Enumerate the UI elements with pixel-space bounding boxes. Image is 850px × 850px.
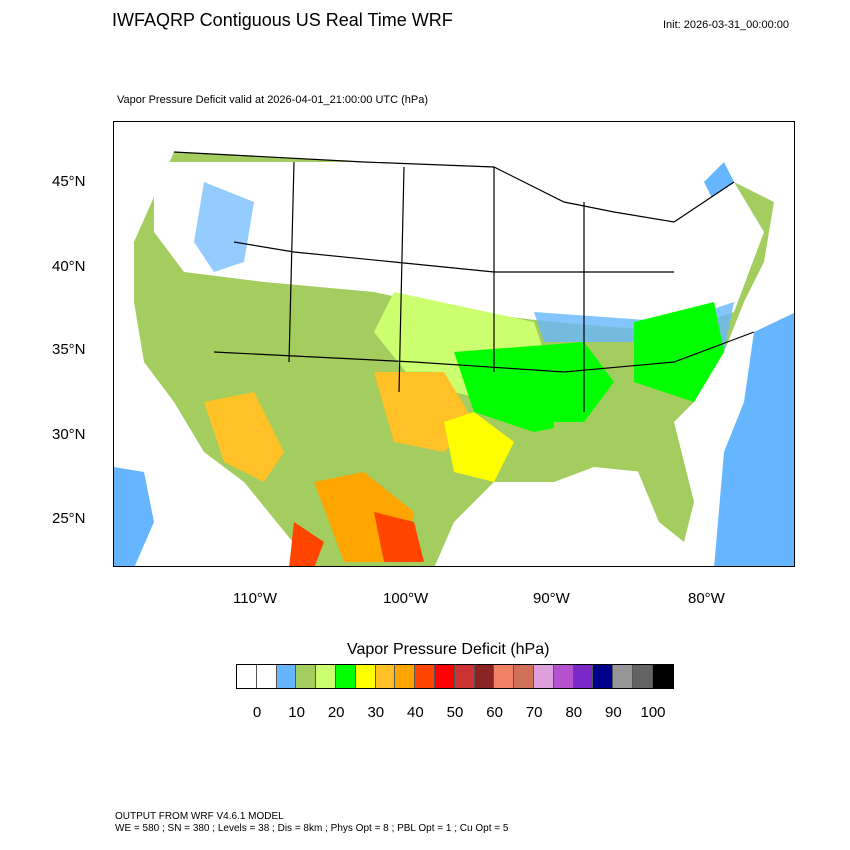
lon-label: 100°W <box>383 590 429 607</box>
colorbar-swatch <box>434 665 455 688</box>
colorbar-tick-label: 60 <box>486 704 503 721</box>
colorbar-swatch <box>296 665 317 688</box>
colorbar-tick-label: 50 <box>446 704 464 721</box>
colorbar-swatch <box>593 665 614 688</box>
lon-label: 80°W <box>688 590 725 607</box>
colorbar-swatch <box>335 665 356 688</box>
colorbar-swatch <box>355 665 376 688</box>
lon-label: 90°W <box>533 590 570 607</box>
colorbar-swatch <box>613 665 633 688</box>
lat-label: 30°N <box>52 426 86 443</box>
footer-model: OUTPUT FROM WRF V4.6.1 MODEL <box>115 811 284 822</box>
colorbar-title: Vapor Pressure Deficit (hPa) <box>347 641 550 658</box>
colorbar-swatch <box>573 665 594 688</box>
colorbar-swatch <box>256 665 277 688</box>
colorbar-swatch <box>395 665 416 688</box>
init-time: Init: 2026-03-31_00:00:00 <box>663 19 789 31</box>
colorbar-swatch <box>533 665 554 688</box>
footer-config: WE = 580 ; SN = 380 ; Levels = 38 ; Dis … <box>115 823 509 834</box>
colorbar-swatch <box>237 665 257 688</box>
colorbar-swatch <box>454 665 475 688</box>
atlantic-ocean <box>714 312 794 566</box>
colorbar-tick-label: 80 <box>565 704 583 721</box>
colorbar-tick-label: 40 <box>407 704 424 721</box>
plot-subtitle: Vapor Pressure Deficit valid at 2026-04-… <box>117 94 429 106</box>
state-borders <box>173 151 755 412</box>
colorbar-tick-label: 20 <box>327 704 345 721</box>
colorbar-tick-label: 0 <box>252 704 262 721</box>
colorbar-swatch <box>415 665 435 688</box>
land-fill <box>134 152 774 566</box>
lat-label: 45°N <box>52 173 86 190</box>
lat-label: 40°N <box>52 258 86 275</box>
page-title: IWFAQRP Contiguous US Real Time WRF <box>112 10 453 30</box>
colorbar-tick-label: 10 <box>288 704 305 721</box>
colorbar-swatch <box>316 665 336 688</box>
colorbar-swatch <box>632 665 653 688</box>
ocean-areas <box>114 162 794 566</box>
colorbar-swatch <box>375 665 396 688</box>
colorbar <box>236 664 674 689</box>
pacific-ocean <box>114 467 154 566</box>
map-canvas <box>114 151 794 566</box>
colorbar-tick-label: 90 <box>605 704 622 721</box>
lat-label: 35°N <box>52 341 86 358</box>
colorbar-swatch <box>553 665 574 688</box>
colorbar-tick-label: 100 <box>640 704 666 721</box>
colorbar-swatch <box>652 665 673 688</box>
colorbar-swatch <box>474 665 495 688</box>
colorbar-swatch <box>514 665 534 688</box>
colorbar-tick-label: 30 <box>367 704 385 721</box>
colorbar-swatch <box>276 665 297 688</box>
lon-label: 110°W <box>233 590 278 607</box>
colorbar-tick-label: 70 <box>525 704 543 721</box>
ocean-patch <box>704 162 734 202</box>
colorbar-swatch <box>494 665 515 688</box>
lat-label: 25°N <box>52 510 86 527</box>
vpd-map <box>113 121 795 567</box>
